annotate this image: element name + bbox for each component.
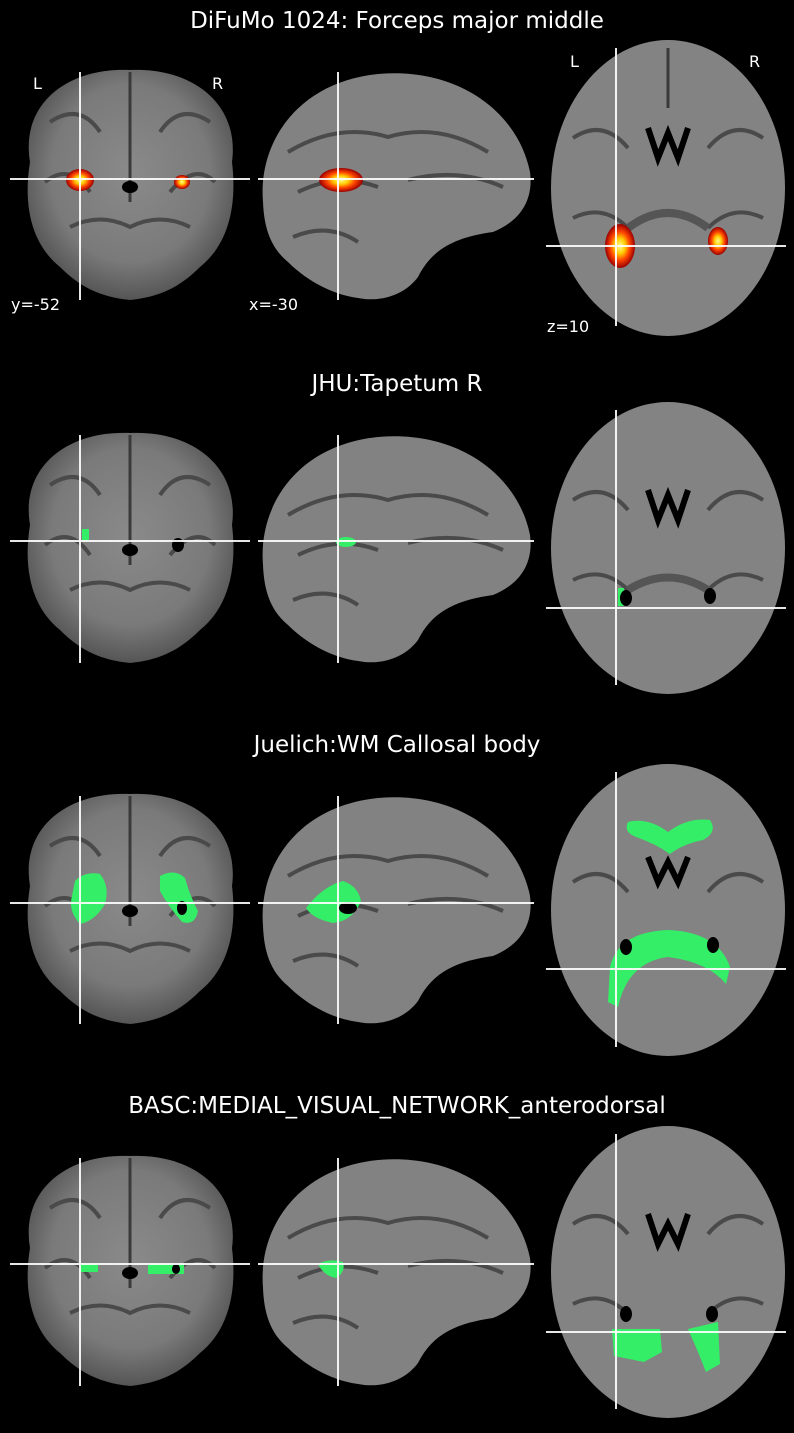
row-3-sagittal-crosshair-v bbox=[337, 796, 339, 1024]
row-1-axial-crosshair-h bbox=[546, 245, 786, 247]
row-1-coronal-crosshair-h bbox=[10, 178, 250, 180]
row-4-title: BASC:MEDIAL_VISUAL_NETWORK_anterodorsal bbox=[128, 1093, 666, 1119]
row-3-axial-crosshair-v bbox=[615, 772, 617, 1047]
row-3-sagittal-crosshair-h bbox=[258, 902, 534, 904]
row-2-axial-crosshair-h bbox=[546, 607, 786, 609]
row-3-coronal-slice bbox=[10, 786, 250, 1026]
row-2-coronal-crosshair-h bbox=[10, 540, 250, 542]
row-4-coronal-crosshair-h bbox=[10, 1263, 250, 1265]
row-1-axial-crosshair-v bbox=[615, 48, 617, 326]
row-3-axial-crosshair-h bbox=[546, 968, 786, 970]
row-2-axial-slice bbox=[548, 400, 788, 696]
row-4-sagittal-crosshair-h bbox=[258, 1263, 534, 1265]
row-1-sagittal-slice bbox=[258, 62, 536, 302]
row-4-axial-crosshair-h bbox=[546, 1331, 786, 1333]
sagittal-coordinate-label: x=-30 bbox=[249, 295, 299, 314]
row-2-coronal-crosshair-v bbox=[79, 435, 81, 663]
row-3-title: Juelich:WM Callosal body bbox=[253, 732, 541, 758]
row-1-sagittal-crosshair-h bbox=[258, 178, 534, 180]
axial-coordinate-label: z=10 bbox=[547, 317, 590, 336]
row-1-title: DiFuMo 1024: Forceps major middle bbox=[190, 8, 604, 34]
orientation-right-label: R bbox=[212, 74, 224, 93]
row-4-axial-slice bbox=[548, 1124, 788, 1420]
row-3-sagittal-slice bbox=[258, 786, 536, 1026]
row-4-axial-crosshair-v bbox=[615, 1134, 617, 1409]
axial-left-label: L bbox=[570, 52, 579, 71]
axial-right-label: R bbox=[749, 52, 761, 71]
row-3-coronal-crosshair-v bbox=[79, 796, 81, 1024]
orientation-left-label: L bbox=[33, 74, 42, 93]
row-2-axial-crosshair-v bbox=[615, 410, 617, 685]
row-4-sagittal-slice bbox=[258, 1148, 536, 1388]
row-3-axial-slice bbox=[548, 762, 788, 1058]
row-4-coronal-crosshair-v bbox=[79, 1158, 81, 1386]
row-1-coronal-slice bbox=[10, 62, 250, 302]
coronal-coordinate-label: y=-52 bbox=[11, 295, 61, 314]
row-1-axial-slice bbox=[548, 38, 788, 338]
row-4-sagittal-crosshair-v bbox=[337, 1158, 339, 1386]
row-2-coronal-slice bbox=[10, 425, 250, 665]
row-1-coronal-crosshair-v bbox=[79, 72, 81, 300]
row-1-sagittal-crosshair-v bbox=[337, 72, 339, 300]
row-2-sagittal-crosshair-h bbox=[258, 540, 534, 542]
row-2-sagittal-crosshair-v bbox=[337, 435, 339, 663]
row-4-coronal-slice bbox=[10, 1148, 250, 1388]
row-2-sagittal-slice bbox=[258, 425, 536, 665]
row-2-title: JHU:Tapetum R bbox=[311, 371, 483, 397]
row-3-coronal-crosshair-h bbox=[10, 902, 250, 904]
